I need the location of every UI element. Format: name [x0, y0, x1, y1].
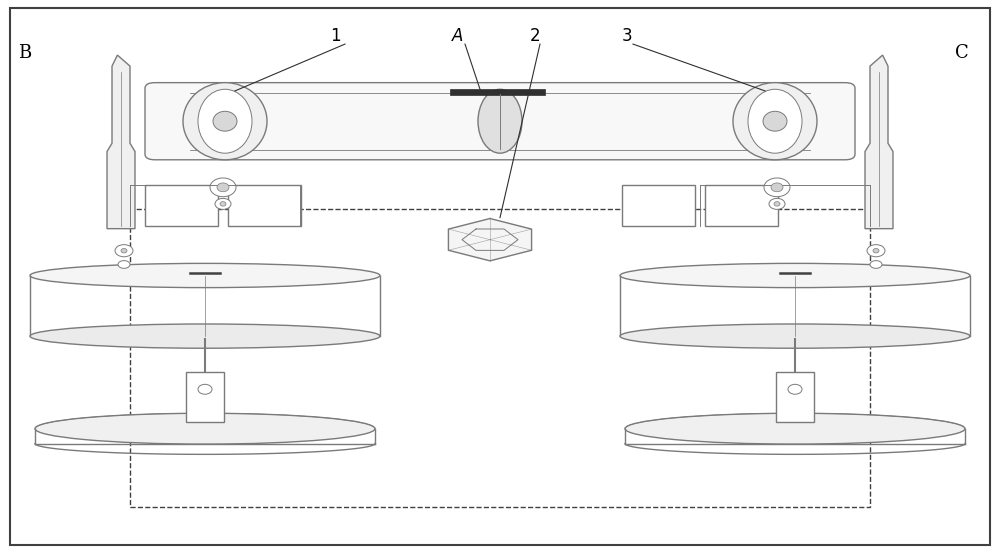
Text: C: C	[955, 44, 969, 62]
Ellipse shape	[763, 111, 787, 131]
Ellipse shape	[620, 324, 970, 348]
Bar	[145, 185, 218, 226]
Bar	[622, 185, 695, 226]
Bar	[130, 209, 870, 507]
Ellipse shape	[210, 178, 236, 197]
Ellipse shape	[867, 245, 885, 257]
Ellipse shape	[115, 245, 133, 257]
Ellipse shape	[748, 89, 802, 153]
Ellipse shape	[198, 89, 252, 153]
Ellipse shape	[215, 198, 231, 209]
Ellipse shape	[873, 249, 879, 253]
Ellipse shape	[220, 202, 226, 206]
Ellipse shape	[788, 385, 802, 395]
Bar	[450, 89, 545, 95]
Ellipse shape	[733, 83, 817, 160]
Polygon shape	[448, 219, 532, 261]
Ellipse shape	[769, 198, 785, 209]
Ellipse shape	[774, 202, 780, 206]
Ellipse shape	[30, 324, 380, 348]
Bar	[705, 185, 778, 226]
Ellipse shape	[121, 249, 127, 253]
Ellipse shape	[118, 261, 130, 268]
Ellipse shape	[183, 83, 267, 160]
Ellipse shape	[764, 178, 790, 197]
Ellipse shape	[198, 385, 212, 395]
Ellipse shape	[213, 111, 237, 131]
Ellipse shape	[478, 89, 522, 153]
Ellipse shape	[771, 183, 783, 192]
Bar	[186, 372, 224, 422]
Polygon shape	[865, 55, 893, 229]
Ellipse shape	[217, 183, 229, 192]
Text: 2: 2	[530, 28, 541, 45]
Ellipse shape	[625, 413, 965, 444]
Polygon shape	[107, 55, 135, 229]
Ellipse shape	[620, 263, 970, 288]
Bar	[776, 372, 814, 422]
Text: B: B	[18, 44, 31, 62]
Ellipse shape	[870, 261, 882, 268]
FancyBboxPatch shape	[145, 83, 855, 160]
Text: A: A	[452, 28, 463, 45]
Text: 3: 3	[622, 28, 633, 45]
Ellipse shape	[35, 413, 375, 444]
Text: 1: 1	[330, 28, 341, 45]
Ellipse shape	[30, 263, 380, 288]
Bar	[228, 185, 301, 226]
